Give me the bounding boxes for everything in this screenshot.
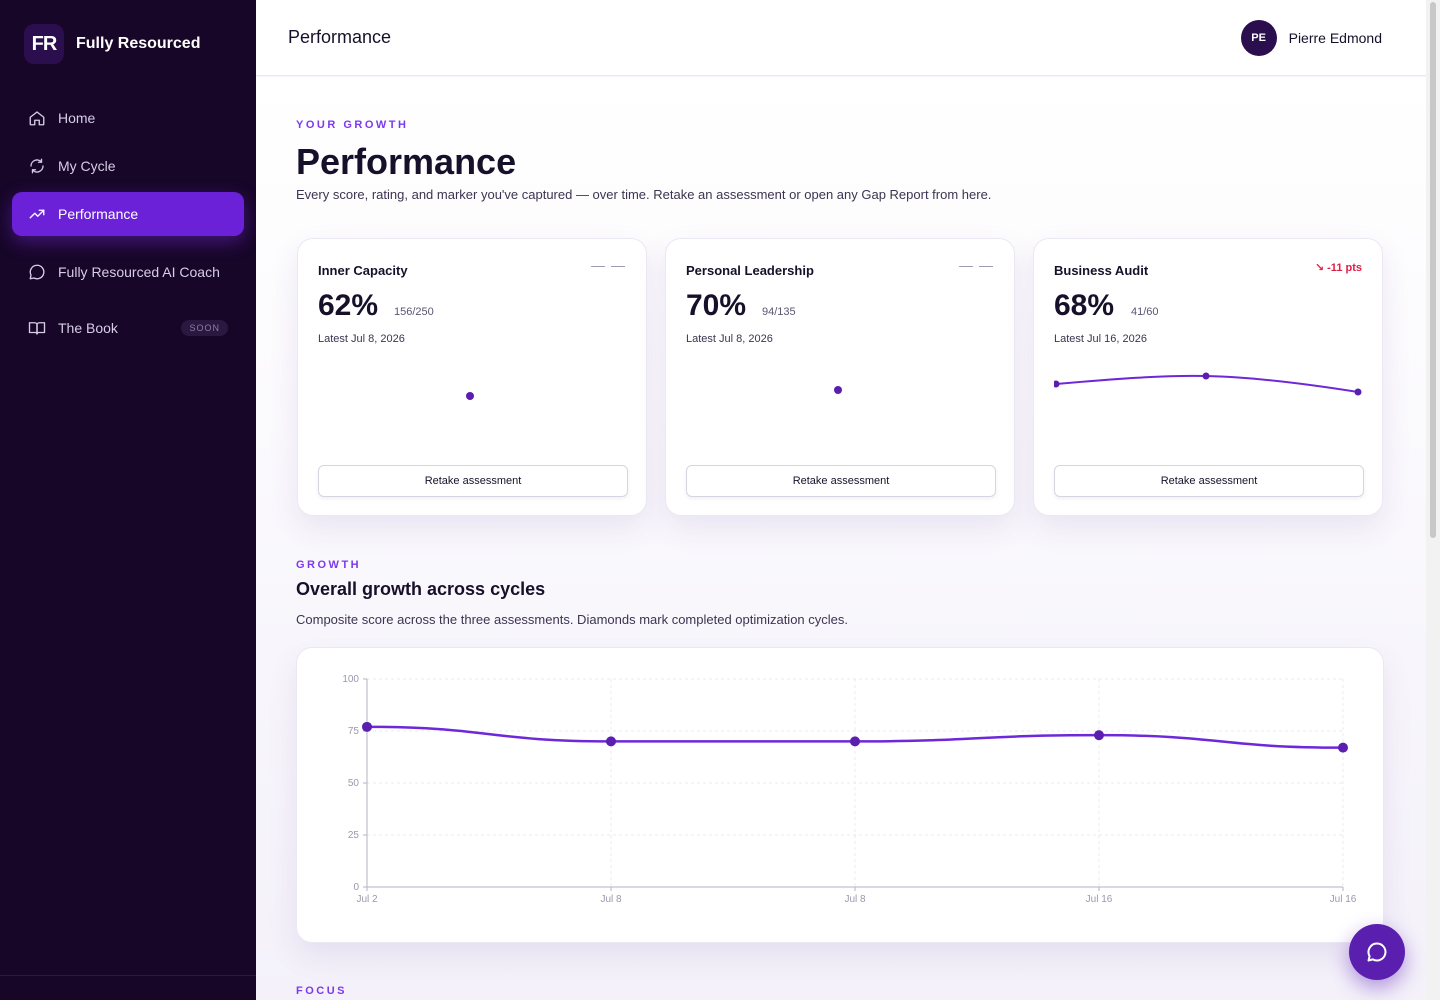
card-title: Inner Capacity xyxy=(318,263,408,278)
soon-badge: SOON xyxy=(181,320,228,336)
section-eyebrow: FOCUS xyxy=(296,985,347,997)
x-tick-label: Jul 16 xyxy=(1330,894,1357,905)
sidebar-item-label: My Cycle xyxy=(58,158,116,174)
page-title: Performance xyxy=(296,141,517,182)
sidebar-item-home[interactable]: Home xyxy=(12,96,244,140)
scrollbar-thumb[interactable] xyxy=(1430,2,1436,538)
data-point xyxy=(606,736,616,747)
brand[interactable]: FR Fully Resourced xyxy=(24,24,200,64)
top-header: Performance PE Pierre Edmond xyxy=(256,0,1426,76)
y-tick-label: 100 xyxy=(342,674,359,685)
x-tick-label: Jul 8 xyxy=(844,894,866,905)
sparkline-point xyxy=(1354,388,1362,396)
data-point xyxy=(1338,742,1348,753)
retake-assessment-button[interactable]: Retake assessment xyxy=(686,465,996,497)
retake-assessment-button[interactable]: Retake assessment xyxy=(1054,465,1364,497)
page-subtitle: Every score, rating, and marker you've c… xyxy=(296,187,992,202)
sparkline-point xyxy=(1054,380,1060,388)
header-title: Performance xyxy=(288,27,392,47)
card-sparkline xyxy=(1054,372,1362,396)
card-score: 68% xyxy=(1054,289,1115,322)
assessment-card-business-audit: Business Audit ↘ -11 pts 68% 41/60 Lates… xyxy=(1033,238,1383,516)
card-date: Latest Jul 8, 2026 xyxy=(686,333,773,345)
sidebar-item-my-cycle[interactable]: My Cycle xyxy=(12,144,244,188)
y-tick-label: 50 xyxy=(348,778,360,789)
scrollbar[interactable] xyxy=(1426,0,1440,1000)
card-title: Personal Leadership xyxy=(686,263,814,278)
card-raw-score: 156/250 xyxy=(394,306,434,318)
y-tick-label: 0 xyxy=(353,882,359,893)
sidebar-item-the-book[interactable]: The Book SOON xyxy=(12,306,244,350)
y-tick-label: 25 xyxy=(348,830,360,841)
data-point xyxy=(1094,730,1104,741)
card-score: 62% xyxy=(318,289,379,322)
chat-fab-button[interactable] xyxy=(1349,924,1405,980)
card-sparkline xyxy=(466,392,474,400)
card-date: Latest Jul 8, 2026 xyxy=(318,333,405,345)
sidebar-nav: Home My Cycle Performance Fully Resource… xyxy=(12,96,244,354)
chat-bubble-icon xyxy=(28,263,46,281)
brand-logo: FR xyxy=(24,24,64,64)
chat-bubble-icon xyxy=(1367,942,1387,962)
sidebar-item-label: Fully Resourced AI Coach xyxy=(58,264,220,280)
cycle-icon xyxy=(28,157,46,175)
main-content: YOUR GROWTH Performance Every score, rat… xyxy=(256,77,1426,1000)
user-name: Pierre Edmond xyxy=(1288,30,1382,46)
data-point xyxy=(850,736,860,747)
data-point xyxy=(362,721,372,732)
assessment-card-inner-capacity: Inner Capacity — — 62% 156/250 Latest Ju… xyxy=(297,238,647,516)
assessment-card-personal-leadership: Personal Leadership — — 70% 94/135 Lates… xyxy=(665,238,1015,516)
user-menu[interactable]: PE Pierre Edmond xyxy=(1240,20,1382,56)
sidebar-item-ai-coach[interactable]: Fully Resourced AI Coach xyxy=(12,240,244,304)
growth-line-chart: 0 25 50 75 100 Jul 2 Jul 8 Jul 8 Jul 16 Jul 16 xyxy=(342,674,1357,905)
trending-up-icon xyxy=(28,205,46,223)
card-title: Business Audit xyxy=(1054,263,1149,278)
sidebar-item-label: The Book xyxy=(58,320,118,336)
book-icon xyxy=(28,319,46,337)
card-raw-score: 41/60 xyxy=(1131,306,1159,318)
sidebar-divider xyxy=(0,975,256,976)
trend-indicator: — — xyxy=(591,257,626,273)
x-tick-label: Jul 8 xyxy=(600,894,622,905)
section-title: Overall growth across cycles xyxy=(296,579,546,599)
x-tick-label: Jul 16 xyxy=(1086,894,1113,905)
x-tick-label: Jul 2 xyxy=(356,894,378,905)
section-eyebrow: GROWTH xyxy=(296,559,362,571)
card-sparkline xyxy=(834,386,842,394)
sidebar-item-label: Home xyxy=(58,110,96,126)
card-score: 70% xyxy=(686,289,747,322)
sidebar-item-label: Performance xyxy=(58,206,139,222)
card-raw-score: 94/135 xyxy=(762,306,796,318)
retake-assessment-button[interactable]: Retake assessment xyxy=(318,465,628,497)
sparkline-point xyxy=(1202,372,1210,380)
sidebar: FR Fully Resourced Home My Cycle Perform… xyxy=(0,0,256,1000)
home-icon xyxy=(28,109,46,127)
y-tick-label: 75 xyxy=(348,726,360,737)
card-date: Latest Jul 16, 2026 xyxy=(1054,333,1147,345)
sparkline-point xyxy=(466,392,474,400)
avatar: PE xyxy=(1240,20,1277,56)
growth-chart-card: 0 25 50 75 100 Jul 2 Jul 8 Jul 8 Jul 16 Jul 16 xyxy=(296,647,1384,943)
section-eyebrow: YOUR GROWTH xyxy=(296,119,409,131)
sparkline-point xyxy=(834,386,842,394)
brand-name: Fully Resourced xyxy=(76,35,201,52)
trend-indicator: — — xyxy=(959,257,994,273)
section-subtitle: Composite score across the three assessm… xyxy=(296,612,848,627)
sidebar-item-performance[interactable]: Performance xyxy=(12,192,244,236)
delta-badge: ↘ -11 pts xyxy=(1314,262,1362,274)
